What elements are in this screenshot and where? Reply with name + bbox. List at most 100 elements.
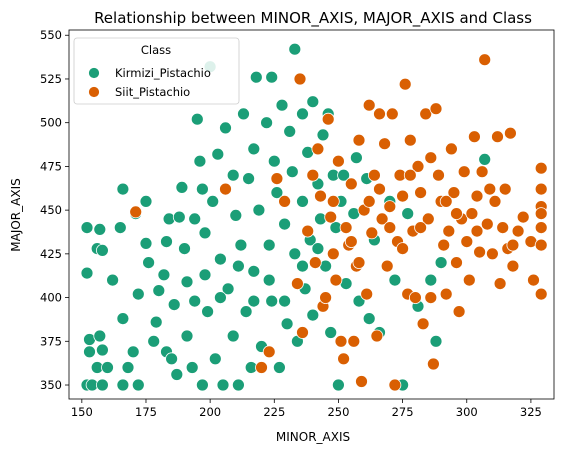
data-point-siit-8 xyxy=(296,326,309,339)
x-axis-ticks: 150 175 200 225 250 275 300 325 xyxy=(71,399,542,419)
data-point-siit-33 xyxy=(367,168,381,182)
data-point-kirmizi-65 xyxy=(239,305,253,319)
x-tick-label-0: 150 xyxy=(71,405,93,419)
data-point-kirmizi-24 xyxy=(139,194,153,208)
data-point-kirmizi-119 xyxy=(429,334,443,348)
data-point-siit-88 xyxy=(511,224,525,238)
data-point-kirmizi-49 xyxy=(198,226,212,240)
data-point-kirmizi-26 xyxy=(142,256,156,270)
data-point-kirmizi-128 xyxy=(296,259,309,273)
data-point-kirmizi-45 xyxy=(190,112,204,126)
data-point-siit-6 xyxy=(290,277,304,291)
data-point-kirmizi-68 xyxy=(247,142,261,156)
legend-marker-siit xyxy=(88,86,100,98)
data-point-kirmizi-114 xyxy=(388,273,402,287)
data-point-siit-24 xyxy=(344,177,358,191)
legend-label-kirmizi: Kirmizi_Pistachio xyxy=(115,66,211,80)
data-point-kirmizi-35 xyxy=(165,352,179,366)
y-tick-label-7: 525 xyxy=(40,72,62,86)
plot-points xyxy=(80,42,548,392)
data-point-kirmizi-94 xyxy=(306,308,320,322)
data-point-kirmizi-60 xyxy=(226,329,240,343)
data-point-kirmizi-13 xyxy=(106,273,119,287)
data-point-siit-100 xyxy=(450,207,463,221)
data-point-kirmizi-88 xyxy=(296,107,309,121)
data-point-siit-55 xyxy=(424,291,438,305)
data-point-siit-79 xyxy=(485,247,499,261)
data-point-kirmizi-41 xyxy=(180,329,194,343)
x-tick-label-4: 250 xyxy=(327,405,349,419)
data-point-kirmizi-66 xyxy=(242,172,256,186)
data-point-siit-4 xyxy=(270,172,284,186)
data-point-kirmizi-56 xyxy=(216,378,230,392)
data-point-siit-60 xyxy=(437,238,451,252)
data-point-siit-91 xyxy=(527,273,540,287)
data-point-kirmizi-28 xyxy=(149,315,163,329)
data-point-siit-80 xyxy=(488,194,502,208)
data-point-kirmizi-29 xyxy=(152,284,166,298)
data-point-kirmizi-23 xyxy=(131,378,145,392)
data-point-kirmizi-46 xyxy=(193,154,207,168)
data-point-siit-101 xyxy=(424,151,438,165)
data-point-siit-44 xyxy=(396,189,410,203)
data-point-siit-30 xyxy=(360,287,374,301)
data-point-siit-111 xyxy=(470,224,484,238)
data-point-kirmizi-18 xyxy=(116,378,130,392)
data-point-kirmizi-118 xyxy=(424,273,438,287)
data-point-kirmizi-78 xyxy=(270,186,284,200)
data-point-siit-16 xyxy=(324,210,338,224)
data-point-kirmizi-86 xyxy=(288,247,302,261)
data-point-kirmizi-9 xyxy=(93,329,107,343)
data-point-siit-113 xyxy=(414,221,428,235)
data-point-siit-53 xyxy=(419,107,433,121)
data-point-kirmizi-129 xyxy=(311,242,325,256)
data-point-siit-0 xyxy=(129,205,143,219)
data-point-kirmizi-39 xyxy=(178,242,191,256)
plot-frame xyxy=(68,29,555,400)
data-point-kirmizi-30 xyxy=(157,268,171,282)
data-point-kirmizi-58 xyxy=(221,282,235,296)
data-point-kirmizi-51 xyxy=(201,305,215,319)
data-point-siit-35 xyxy=(373,107,386,121)
data-point-kirmizi-76 xyxy=(265,294,279,308)
data-point-siit-95 xyxy=(534,207,548,221)
data-point-kirmizi-42 xyxy=(185,361,199,374)
legend-label-siit: Siit_Pistachio xyxy=(115,85,190,99)
data-point-siit-72 xyxy=(467,130,481,144)
data-point-kirmizi-70 xyxy=(249,70,263,84)
data-point-kirmizi-80 xyxy=(275,98,289,112)
data-point-kirmizi-57 xyxy=(219,121,232,135)
chart-title: Relationship between MINOR_AXIS, MAJOR_A… xyxy=(94,9,532,28)
data-point-siit-74 xyxy=(473,245,487,259)
data-point-siit-105 xyxy=(344,235,358,249)
data-point-siit-11 xyxy=(308,256,322,270)
legend: Class Kirmizi_Pistachio Siit_Pistachio xyxy=(73,37,240,105)
data-point-siit-110 xyxy=(439,194,453,208)
data-point-siit-104 xyxy=(362,194,376,208)
data-point-kirmizi-1 xyxy=(80,266,94,280)
legend-box xyxy=(73,37,240,105)
data-point-siit-83 xyxy=(496,221,510,235)
data-point-siit-109 xyxy=(396,242,410,256)
data-point-kirmizi-61 xyxy=(229,208,243,222)
data-point-kirmizi-48 xyxy=(195,378,209,392)
data-point-kirmizi-37 xyxy=(175,180,189,194)
y-tick-label-0: 350 xyxy=(40,378,62,392)
data-point-kirmizi-27 xyxy=(147,334,161,348)
y-tick-label-3: 425 xyxy=(40,247,62,261)
data-point-kirmizi-62 xyxy=(231,378,245,392)
data-point-kirmizi-14 xyxy=(101,361,114,374)
data-point-kirmizi-122 xyxy=(198,268,212,282)
data-point-kirmizi-85 xyxy=(288,42,302,56)
y-tick-label-2: 400 xyxy=(40,291,62,305)
data-point-siit-9 xyxy=(301,224,315,238)
y-tick-label-5: 475 xyxy=(40,159,62,173)
data-point-siit-3 xyxy=(262,345,276,359)
data-point-kirmizi-84 xyxy=(285,165,299,179)
data-point-kirmizi-21 xyxy=(126,345,140,359)
data-point-siit-39 xyxy=(383,200,397,214)
data-point-siit-25 xyxy=(347,334,361,348)
data-point-kirmizi-16 xyxy=(113,221,127,235)
data-point-siit-81 xyxy=(491,130,504,144)
